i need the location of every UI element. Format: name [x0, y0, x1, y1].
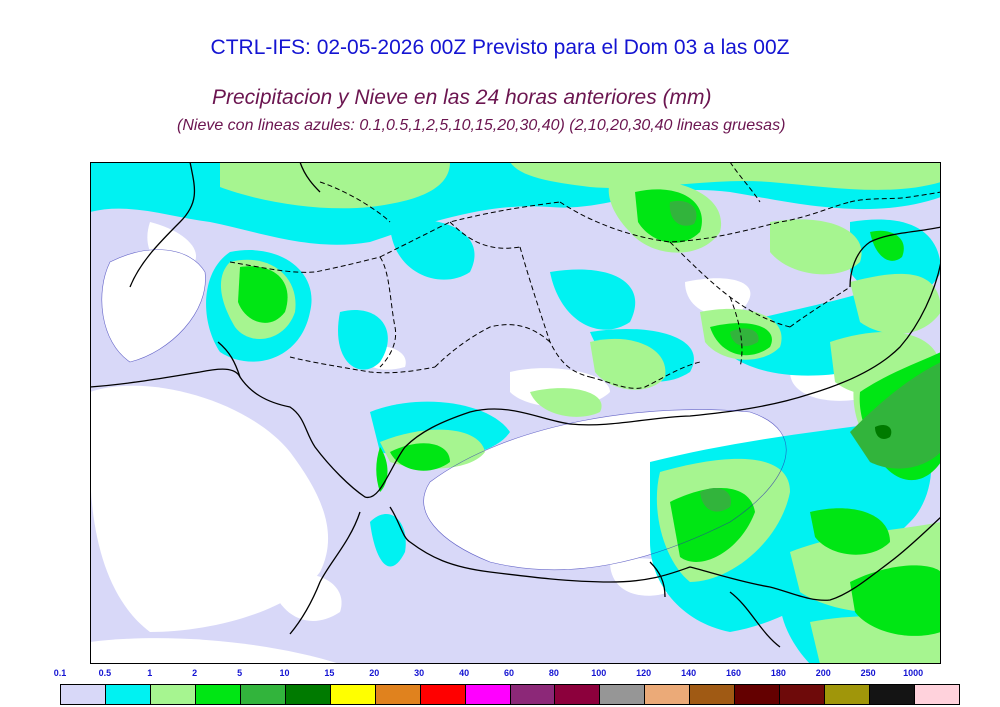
legend-threshold-label: 160 [725, 668, 742, 678]
legend-threshold-label: 250 [860, 668, 876, 678]
snow-contour-note: (Nieve con lineas azules: 0.1,0.5,1,2,5,… [177, 117, 786, 134]
legend-threshold-label: 120 [636, 668, 652, 678]
legend-threshold-label: 100 [591, 668, 607, 678]
legend-swatch [510, 685, 556, 704]
map-subtitle: Precipitacion y Nieve en las 24 horas an… [212, 86, 712, 109]
legend-threshold-label: 20 [369, 668, 380, 678]
precipitation-map [90, 162, 941, 664]
legend-threshold-label: 10 [279, 668, 290, 678]
legend-swatch [645, 685, 691, 704]
legend-threshold-label: 5 [237, 668, 243, 678]
legend-threshold-label: 60 [503, 668, 515, 678]
legend-threshold-label: 15 [324, 668, 335, 678]
legend-swatch [825, 685, 871, 704]
legend-threshold-label: 80 [548, 668, 559, 678]
country-borders [90, 162, 941, 648]
legend-swatch [870, 685, 916, 704]
legend-threshold-label: 140 [681, 668, 697, 678]
legend-swatch [735, 685, 781, 704]
legend-threshold-label: 1 [147, 668, 153, 678]
precip-dark-green [875, 425, 892, 439]
snow-contours [101, 249, 787, 571]
legend-labels: 0.1 0.5 1 2 5 10 15 20 30 40 60 80 100 120 140 160 180 20… [0, 668, 1000, 682]
legend-threshold-label: 1000 [903, 668, 924, 678]
map-title: CTRL-IFS: 02-05-2026 00Z Previsto para e… [210, 36, 790, 59]
legend-threshold-label: 0.5 [98, 668, 112, 678]
legend-swatch [285, 685, 331, 704]
legend-swatch [600, 685, 646, 704]
legend-swatch [105, 685, 151, 704]
legend-swatch [240, 685, 286, 704]
legend-swatch [780, 685, 826, 704]
legend-swatch [420, 685, 466, 704]
legend-threshold-label: 180 [770, 668, 786, 678]
legend-swatch [61, 685, 106, 704]
dry-areas [90, 222, 876, 664]
precip-mid-green [669, 200, 941, 512]
regional-borders [229, 162, 941, 389]
legend-swatch [375, 685, 421, 704]
legend-threshold-label: 0.1 [53, 668, 67, 678]
legend-swatch [465, 685, 511, 704]
map-border [90, 162, 941, 664]
legend-threshold-label: 30 [414, 668, 425, 678]
legend-swatch [150, 685, 196, 704]
legend-threshold-label: 40 [459, 668, 470, 678]
legend-threshold-label: 200 [815, 668, 831, 678]
legend-swatch [195, 685, 241, 704]
legend-threshold-label: 2 [192, 668, 198, 678]
legend-swatch [330, 685, 376, 704]
precipitation-legend-bar [60, 684, 960, 705]
legend-swatch [915, 685, 960, 704]
legend-swatch [555, 685, 601, 704]
legend-swatch [690, 685, 736, 704]
